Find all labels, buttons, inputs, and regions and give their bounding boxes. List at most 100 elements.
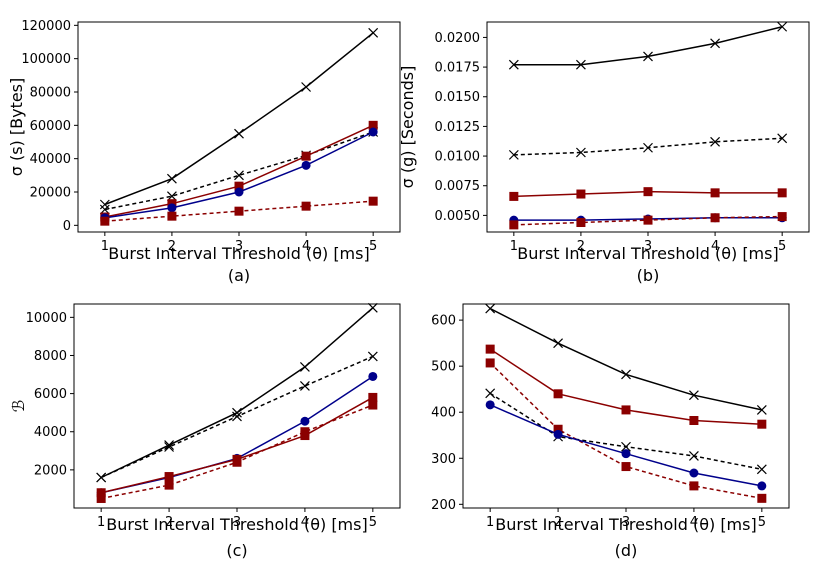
y-tick-label: 80000: [30, 86, 71, 101]
data-point: [368, 371, 378, 381]
y-axis-label: σ (g) [Seconds]: [398, 66, 417, 189]
data-point: [485, 344, 495, 354]
x-tick-label: 3: [235, 239, 243, 254]
data-point: [301, 151, 311, 161]
data-point: [621, 449, 631, 459]
series-line-black-x-solid: [100, 307, 374, 479]
data-point: [688, 451, 699, 461]
y-tick-label: 6000: [34, 387, 67, 402]
data-point: [167, 203, 177, 213]
y-tick-label: 10000: [26, 311, 67, 326]
x-tick-label: 3: [644, 239, 652, 254]
y-tick-label: 600: [431, 314, 456, 329]
y-axis-label: σ (s) [Bytes]: [7, 78, 26, 177]
data-point: [643, 51, 653, 62]
data-point: [99, 199, 110, 210]
data-point: [508, 59, 519, 70]
data-point: [553, 389, 563, 399]
data-point: [368, 127, 378, 137]
data-point: [553, 338, 564, 349]
data-point: [368, 400, 378, 410]
data-point: [232, 411, 242, 422]
data-point: [777, 188, 787, 198]
data-point: [300, 427, 310, 437]
x-axis-label: Burst Interval Threshold (θ) [ms]: [106, 515, 367, 534]
plot-frame: [73, 303, 401, 509]
x-tick-label: 5: [369, 515, 377, 530]
data-point: [689, 468, 699, 478]
y-tick-label: 0.0200: [435, 31, 481, 46]
data-point: [689, 481, 699, 491]
y-tick-label: 4000: [34, 425, 67, 440]
data-point: [301, 160, 311, 170]
data-point: [301, 201, 311, 211]
series-line-black-x-dashed: [513, 137, 783, 156]
data-point: [621, 405, 631, 415]
x-tick-label: 1: [97, 515, 105, 530]
data-point: [368, 120, 378, 130]
data-point: [757, 493, 767, 503]
y-axis-label: ℬ: [9, 400, 28, 413]
x-tick-label: 1: [101, 239, 109, 254]
data-point: [643, 215, 653, 225]
data-point: [164, 472, 174, 482]
series-line-black-x-solid: [104, 32, 374, 206]
x-tick-label: 2: [168, 239, 176, 254]
data-point: [300, 416, 310, 426]
x-tick-label: 2: [165, 515, 173, 530]
series-line-red-square-solid: [104, 124, 374, 218]
x-tick-label: 3: [233, 515, 241, 530]
x-tick-label: 3: [622, 515, 630, 530]
series-line-red-square-dashed: [489, 362, 762, 500]
x-tick-label: 1: [486, 515, 494, 530]
x-tick-label: 4: [711, 239, 719, 254]
data-point: [368, 27, 379, 38]
data-point: [777, 21, 788, 32]
data-point: [621, 462, 631, 472]
panel-b: 1 2 3 4 5 0.0050 0.0075 0.0100 0.0125 0.0150 0.017…: [398, 21, 810, 285]
data-point: [575, 59, 586, 70]
data-point: [621, 441, 631, 452]
x-axis-label: Burst Interval Threshold (θ) [ms]: [495, 515, 756, 534]
data-point: [509, 220, 519, 230]
data-point: [96, 488, 106, 498]
data-point: [756, 464, 767, 475]
data-point: [232, 457, 242, 467]
data-point: [777, 133, 788, 144]
data-point: [643, 187, 653, 197]
x-tick-label: 4: [690, 515, 698, 530]
x-tick-label: 5: [778, 239, 786, 254]
data-point: [688, 390, 699, 401]
data-point: [756, 404, 767, 415]
plot-frame: [486, 21, 810, 233]
y-tick-label: 8000: [34, 349, 67, 364]
data-point: [96, 472, 107, 483]
x-tick-label: 1: [510, 239, 518, 254]
y-tick-label: 0.0100: [435, 150, 481, 165]
data-point: [576, 189, 586, 199]
data-point: [299, 361, 310, 372]
series-line-blue-circle-solid: [101, 375, 374, 494]
plot-frame: [77, 21, 401, 233]
data-point: [234, 181, 244, 191]
x-axis-label: Burst Interval Threshold (θ) [ms]: [108, 244, 369, 263]
data-point: [757, 419, 767, 429]
x-tick-label: 5: [369, 239, 377, 254]
y-tick-label: 100000: [21, 52, 71, 67]
y-tick-label: 20000: [30, 186, 71, 201]
data-point: [485, 358, 495, 368]
y-tick-label: 200: [431, 498, 456, 513]
data-point: [367, 351, 378, 362]
data-point: [710, 188, 720, 198]
x-tick-label: 2: [577, 239, 585, 254]
y-tick-label: 0: [63, 219, 71, 234]
data-point: [575, 147, 586, 158]
data-point: [164, 442, 175, 452]
data-point: [485, 400, 495, 410]
data-point: [234, 170, 244, 181]
data-point: [757, 481, 767, 491]
series-line-black-x-dashed: [104, 131, 374, 211]
series-line-black-x-solid: [513, 26, 783, 66]
y-tick-label: 40000: [30, 152, 71, 167]
